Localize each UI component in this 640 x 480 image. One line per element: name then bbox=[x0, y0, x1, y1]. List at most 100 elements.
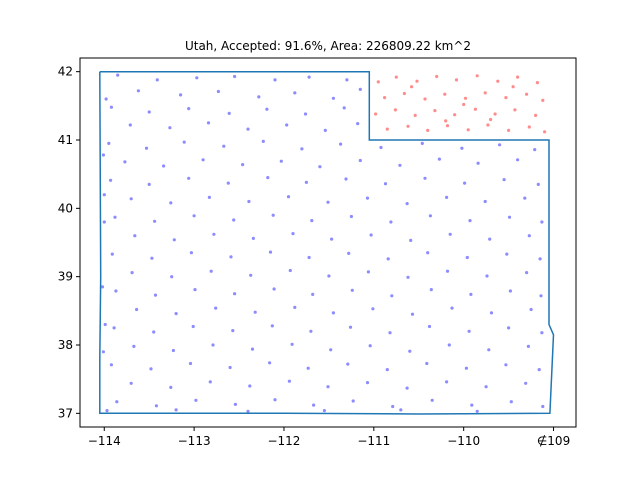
accepted-point bbox=[368, 344, 372, 348]
accepted-point bbox=[386, 257, 390, 261]
accepted-point bbox=[129, 381, 133, 385]
accepted-point bbox=[128, 123, 132, 127]
accepted-point bbox=[365, 196, 370, 200]
accepted-point bbox=[349, 214, 353, 219]
accepted-point bbox=[233, 74, 237, 79]
accepted-point bbox=[388, 331, 392, 335]
accepted-point bbox=[174, 312, 178, 316]
rejected-point bbox=[433, 109, 437, 113]
rejected-point bbox=[489, 117, 493, 122]
y-tick-label: 40 bbox=[58, 201, 73, 215]
accepted-point bbox=[345, 78, 349, 82]
accepted-point bbox=[233, 292, 237, 296]
y-axis: 37 38 39 40 41 42 bbox=[58, 65, 80, 420]
accepted-point bbox=[116, 73, 120, 77]
accepted-point bbox=[447, 343, 451, 347]
accepted-point bbox=[426, 251, 430, 255]
accepted-point bbox=[102, 193, 106, 197]
accepted-point bbox=[311, 292, 315, 296]
accepted-point bbox=[425, 361, 429, 366]
rejected-point bbox=[475, 74, 479, 78]
accepted-point bbox=[249, 273, 253, 277]
accepted-point bbox=[168, 126, 172, 130]
accepted-points bbox=[100, 73, 545, 413]
accepted-point bbox=[193, 288, 197, 292]
accepted-point bbox=[389, 220, 393, 224]
rejected-point bbox=[406, 124, 410, 128]
accepted-point bbox=[191, 324, 195, 329]
accepted-point bbox=[430, 398, 434, 402]
rejected-point bbox=[535, 81, 540, 85]
accepted-point bbox=[326, 200, 330, 204]
rejected-point bbox=[445, 124, 450, 128]
rejected-point bbox=[374, 112, 378, 116]
rejected-point bbox=[541, 98, 545, 102]
accepted-point bbox=[293, 305, 297, 309]
accepted-point bbox=[232, 218, 236, 222]
accepted-point bbox=[470, 403, 474, 407]
accepted-point bbox=[429, 288, 433, 292]
accepted-point bbox=[507, 326, 511, 330]
accepted-point bbox=[268, 250, 273, 254]
y-tick-label: 42 bbox=[58, 65, 73, 79]
accepted-point bbox=[427, 324, 432, 329]
accepted-point bbox=[460, 146, 464, 150]
plot-area bbox=[99, 70, 555, 415]
accepted-point bbox=[448, 232, 452, 236]
accepted-point bbox=[405, 386, 409, 390]
accepted-point bbox=[327, 274, 331, 278]
y-tick-label: 38 bbox=[58, 338, 73, 352]
chart-title: Utah, Accepted: 91.6%, Area: 226809.22 k… bbox=[185, 39, 471, 53]
accepted-point bbox=[509, 400, 513, 404]
accepted-point bbox=[538, 257, 542, 261]
accepted-point bbox=[150, 256, 154, 260]
accepted-point bbox=[279, 159, 283, 163]
accepted-point bbox=[271, 213, 275, 217]
rejected-point bbox=[496, 79, 500, 83]
accepted-point bbox=[207, 195, 211, 199]
x-tick-label: −110 bbox=[447, 434, 480, 448]
accepted-point bbox=[437, 157, 441, 161]
accepted-point bbox=[465, 255, 469, 260]
accepted-point bbox=[103, 322, 107, 327]
accepted-point bbox=[253, 310, 257, 314]
accepted-point bbox=[208, 380, 212, 384]
accepted-point bbox=[312, 403, 316, 407]
accepted-point bbox=[153, 219, 157, 223]
accepted-point bbox=[214, 306, 218, 310]
rejected-point bbox=[423, 97, 427, 101]
accepted-point bbox=[288, 268, 292, 273]
rejected-point bbox=[402, 91, 406, 96]
accepted-point bbox=[483, 199, 487, 204]
accepted-point bbox=[113, 215, 117, 219]
accepted-point bbox=[129, 197, 133, 201]
accepted-point bbox=[310, 219, 314, 223]
accepted-point bbox=[463, 181, 467, 185]
rejected-point bbox=[466, 128, 470, 132]
accepted-point bbox=[144, 146, 149, 150]
accepted-point bbox=[206, 121, 211, 125]
accepted-point bbox=[187, 107, 191, 111]
accepted-point bbox=[231, 329, 235, 333]
accepted-point bbox=[330, 237, 334, 241]
accepted-point bbox=[445, 195, 449, 199]
accepted-point bbox=[524, 381, 528, 385]
accepted-point bbox=[233, 402, 237, 406]
rejected-point bbox=[376, 80, 380, 84]
accepted-point bbox=[508, 289, 512, 293]
accepted-point bbox=[104, 97, 108, 101]
rejected-point bbox=[444, 119, 448, 123]
accepted-point bbox=[358, 87, 362, 91]
rejected-point bbox=[383, 96, 387, 100]
accepted-point bbox=[154, 404, 158, 408]
accepted-point bbox=[539, 294, 543, 298]
accepted-point bbox=[250, 347, 255, 351]
accepted-point bbox=[541, 404, 545, 409]
accepted-point bbox=[356, 122, 360, 126]
accepted-point bbox=[105, 409, 109, 413]
rejected-point bbox=[525, 92, 529, 96]
accepted-point bbox=[326, 385, 330, 389]
accepted-point bbox=[351, 399, 355, 403]
accepted-point bbox=[540, 220, 544, 224]
accepted-point bbox=[109, 363, 113, 367]
